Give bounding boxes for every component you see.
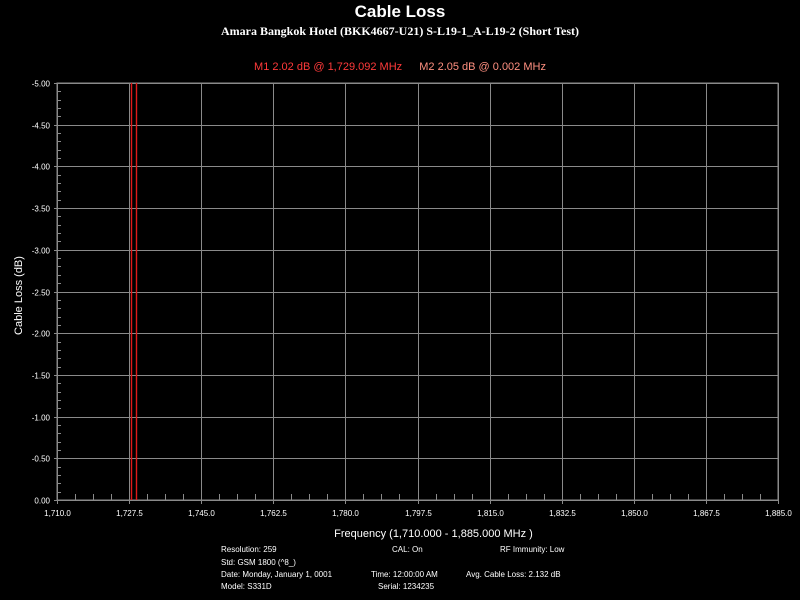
y-tick-label: -3.50 bbox=[32, 205, 51, 214]
x-tick-label: 1,780.0 bbox=[332, 509, 359, 518]
info-cal: CAL: On bbox=[392, 545, 423, 554]
y-tick-label: -1.50 bbox=[32, 372, 51, 381]
info-time: Time: 12:00:00 AM bbox=[371, 570, 438, 579]
info-avg-cable-loss: Avg. Cable Loss: 2.132 dB bbox=[466, 570, 561, 579]
info-date: Date: Monday, January 1, 0001 bbox=[221, 570, 333, 579]
y-tick-label: -5.00 bbox=[32, 80, 51, 89]
info-std: Std: GSM 1800 (^8_) bbox=[221, 558, 296, 567]
info-serial: Serial: 1234235 bbox=[378, 582, 435, 591]
marker-m1-label: M1 2.02 dB @ 1,729.092 MHz bbox=[254, 61, 403, 73]
chart-title: Cable Loss bbox=[354, 2, 446, 21]
info-rf-immunity: RF Immunity: Low bbox=[500, 545, 565, 554]
marker-m2-label: M2 2.05 dB @ 0.002 MHz bbox=[419, 61, 546, 73]
y-tick-label: -2.00 bbox=[32, 330, 51, 339]
y-tick-label: 0.00 bbox=[34, 497, 50, 506]
x-tick-label: 1,867.5 bbox=[693, 509, 720, 518]
info-resolution: Resolution: 259 bbox=[221, 545, 277, 554]
y-tick-label: -4.50 bbox=[32, 122, 51, 131]
y-tick-label: -1.00 bbox=[32, 414, 51, 423]
x-tick-label: 1,727.5 bbox=[116, 509, 143, 518]
x-axis-label: Frequency (1,710.000 - 1,885.000 MHz ) bbox=[334, 528, 533, 540]
y-axis-label: Cable Loss (dB) bbox=[13, 256, 25, 335]
chart-subtitle: Amara Bangkok Hotel (BKK4667-U21) S-L19-… bbox=[220, 24, 579, 38]
x-tick-label: 1,832.5 bbox=[549, 509, 576, 518]
x-tick-label: 1,815.0 bbox=[477, 509, 504, 518]
x-tick-label: 1,710.0 bbox=[44, 509, 71, 518]
x-tick-label: 1,797.5 bbox=[405, 509, 432, 518]
y-tick-label: -4.00 bbox=[32, 163, 51, 172]
x-tick-label: 1,850.0 bbox=[621, 509, 648, 518]
plot-frame bbox=[56, 82, 779, 501]
y-tick-label: -0.50 bbox=[32, 455, 51, 464]
y-tick-label: -2.50 bbox=[32, 289, 51, 298]
info-model: Model: S331D bbox=[221, 582, 272, 591]
x-tick-label: 1,745.0 bbox=[188, 509, 215, 518]
x-tick-label: 1,762.5 bbox=[260, 509, 287, 518]
y-tick-label: -3.00 bbox=[32, 247, 51, 256]
marker-readout: M1 2.02 dB @ 1,729.092 MHz M2 2.05 dB @ … bbox=[0, 61, 800, 73]
x-tick-label: 1,885.0 bbox=[765, 509, 792, 518]
